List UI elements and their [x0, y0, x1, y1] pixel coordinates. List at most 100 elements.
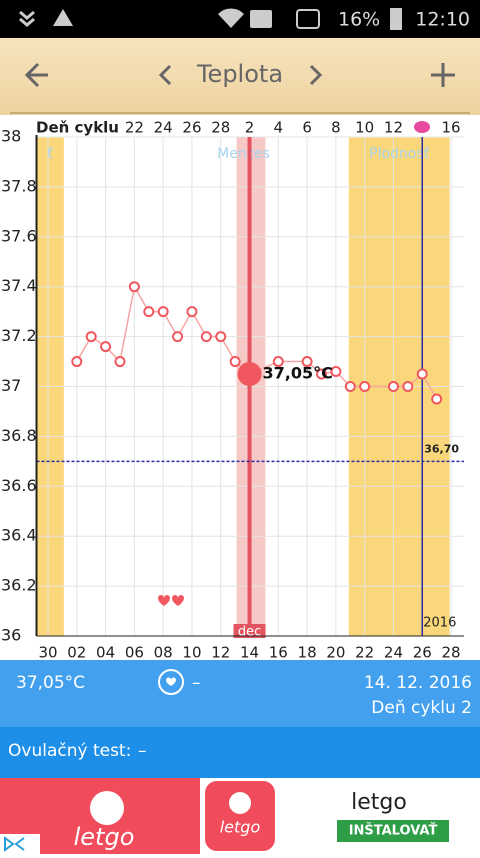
point	[200, 331, 212, 343]
y-tick-label: 38	[1, 127, 21, 146]
header	[0, 38, 480, 115]
point	[71, 356, 83, 368]
y-tick-label: 37.6	[1, 226, 37, 245]
info-date: 14. 12. 2016	[364, 673, 472, 693]
x-tick-label: 22	[355, 644, 374, 662]
point	[172, 331, 184, 343]
x-tick-label: 02	[67, 644, 86, 662]
point	[229, 356, 241, 368]
hearts-icon	[158, 595, 184, 606]
heart-icon	[166, 677, 176, 686]
y-tick-label: 37.4	[1, 276, 37, 295]
y-tick-label: 36	[1, 626, 21, 645]
cycle-day-label: 8	[331, 119, 341, 137]
signal-icon	[250, 10, 272, 28]
ad-icon-mark	[229, 792, 251, 814]
msg-icon	[296, 9, 320, 29]
ad-choices-icon	[4, 836, 25, 852]
point	[114, 356, 126, 368]
time: 12:10	[415, 9, 470, 31]
add-button[interactable]	[431, 63, 455, 87]
point	[402, 381, 414, 392]
point	[330, 366, 342, 378]
y-tick-label: 36.2	[1, 576, 37, 595]
band-label: Plodnosť	[369, 146, 430, 162]
ad-brand: letgo	[351, 790, 407, 815]
selected-point	[237, 362, 262, 387]
battery-icon	[390, 8, 402, 30]
ad-choices[interactable]	[0, 834, 40, 854]
prev-button[interactable]	[158, 64, 172, 86]
cycle-day-label: 2	[245, 119, 255, 137]
point	[128, 281, 140, 293]
heart-button[interactable]	[158, 669, 184, 695]
ovulation-icon	[414, 121, 430, 133]
wifi-icon	[218, 8, 244, 28]
y-tick-label: 36.6	[1, 476, 37, 495]
point	[416, 368, 428, 380]
info-heart: –	[192, 673, 201, 693]
status-icon	[53, 9, 73, 26]
y-tick-label: 36.4	[1, 526, 37, 545]
point	[100, 341, 112, 353]
cycle-day-label: 28	[211, 119, 230, 137]
next-button[interactable]	[309, 64, 323, 86]
status-bar	[0, 0, 480, 38]
cycle-day-label: 4	[274, 119, 284, 137]
cycle-day-label: 12	[384, 119, 403, 137]
x-tick-label: 16	[269, 644, 288, 662]
band-label: ť	[47, 146, 53, 162]
top-axis-title: Deň cyklu	[36, 119, 119, 137]
y-tick-label: 37.8	[1, 176, 37, 195]
y-tick-label: 37	[1, 376, 21, 395]
point	[85, 331, 97, 343]
x-tick-label: 24	[384, 644, 403, 662]
ad-button[interactable]	[337, 820, 449, 842]
ad-logo-text: letgo	[74, 823, 135, 851]
point	[157, 306, 169, 318]
ad-logo-mark	[90, 791, 124, 825]
chart: 38 37.8 37.6 37.4 37.2 37 36.8 36.6 36.4 36.2 36 30…	[1, 119, 464, 662]
ad-icon	[205, 781, 275, 851]
ad-button-text: INŠTALOVAŤ	[349, 823, 438, 839]
x-tick-label: 04	[96, 644, 115, 662]
cycle-day-label: 22	[125, 119, 144, 137]
x-tick-label: 08	[154, 644, 173, 662]
point	[143, 306, 155, 318]
ad-icon-text: letgo	[220, 818, 261, 837]
cycle-day-label: 24	[154, 119, 173, 137]
x-tick-label: 26	[413, 644, 432, 662]
cycle-day-label: 26	[182, 119, 201, 137]
info-cycle-day: Deň cyklu 2	[371, 698, 472, 718]
x-tick-label: 30	[38, 644, 57, 662]
point	[359, 381, 371, 392]
y-tick-label: 37.2	[1, 326, 37, 345]
x-tick-label: 28	[441, 644, 460, 662]
point	[387, 381, 399, 392]
status-icon	[19, 10, 35, 27]
x-tick-label: 06	[125, 644, 144, 662]
x-tick-label: 20	[326, 644, 345, 662]
battery-text: 16%	[338, 9, 380, 31]
point	[186, 306, 198, 318]
x-tick-label: 18	[298, 644, 317, 662]
month-tag	[233, 624, 266, 638]
point	[431, 393, 443, 405]
back-button[interactable]	[24, 62, 48, 88]
point	[316, 368, 327, 380]
cycle-day-label: 10	[355, 119, 374, 137]
x-tick-label: 14	[240, 644, 259, 662]
y-tick-label: 36.8	[1, 426, 37, 445]
band-label: Menzes	[217, 146, 270, 162]
x-tick-label: 10	[182, 644, 201, 662]
info-temp: 37,05°C	[16, 673, 85, 693]
ovulation-label: Ovulačný test:	[8, 741, 131, 761]
point	[344, 381, 356, 392]
ovulation-value: –	[138, 741, 147, 761]
selected-label: 37,05°C	[263, 364, 333, 383]
point	[301, 356, 313, 368]
reference-label: 36,70	[424, 442, 459, 455]
ovulation-bar	[0, 727, 480, 778]
